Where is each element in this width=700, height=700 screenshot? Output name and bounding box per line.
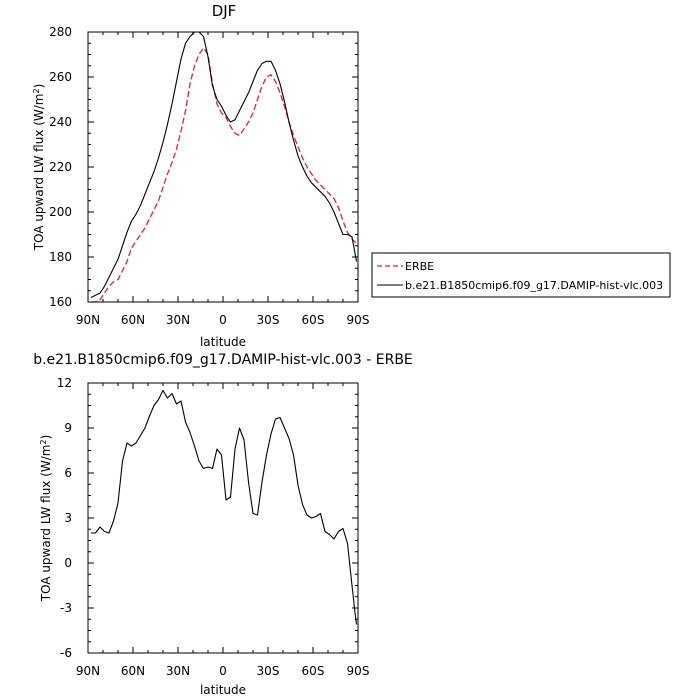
- y-axis-label: TOA upward LW flux (W/m2): [39, 435, 53, 603]
- legend-box: [371, 252, 671, 298]
- x-tick-label: 60N: [121, 313, 145, 327]
- y-axis-label-superscript: 2: [32, 88, 41, 93]
- x-axis-label: latitude: [200, 683, 246, 697]
- x-tick-label: 60N: [121, 664, 145, 678]
- y-axis-label-main: TOA upward LW flux (W/m: [32, 94, 46, 252]
- y-tick-label: 280: [49, 25, 72, 39]
- y-axis-label-tail: ): [39, 435, 53, 440]
- series-layer: [90, 31, 358, 303]
- series-line-erbe: [91, 47, 357, 303]
- y-axis-label: TOA upward LW flux (W/m2): [32, 84, 46, 252]
- y-tick-label: 180: [49, 250, 72, 264]
- x-tick-label: 30N: [166, 664, 190, 678]
- y-tick-label: 3: [64, 511, 72, 525]
- series-line-difference: [91, 389, 358, 625]
- y-tick-label: 240: [49, 115, 72, 129]
- y-tick-label: 200: [49, 205, 72, 219]
- tick-layer: 90N 60N 30N 0 30S 60S 90S -6 -3 0 3 6 9 12: [57, 376, 370, 678]
- x-axis-label: latitude: [200, 335, 246, 349]
- x-tick-label: 30N: [166, 313, 190, 327]
- y-tick-label: -3: [60, 601, 72, 615]
- series-line-b-e21-b1850cmip6-f09-g17-damip-hist-vlc-003: [90, 31, 358, 298]
- legend: ERBE b.e21.B1850cmip6.f09_g17.DAMIP-hist…: [371, 252, 671, 298]
- x-tick-label: 60S: [302, 313, 325, 327]
- y-tick-label: 6: [64, 466, 72, 480]
- y-tick-label: 220: [49, 160, 72, 174]
- x-tick-label: 90N: [76, 313, 100, 327]
- x-tick-label: 60S: [302, 664, 325, 678]
- x-tick-label: 0: [219, 664, 227, 678]
- y-axis-label-main: TOA upward LW flux (W/m: [39, 445, 53, 603]
- x-tick-label: 0: [219, 313, 227, 327]
- y-tick-label: -6: [60, 646, 72, 660]
- y-tick-label: 12: [57, 376, 72, 390]
- difference-panel: b.e21.B1850cmip6.f09_g17.DAMIP-hist-vlc.…: [33, 352, 413, 697]
- chart-title-djf: DJF: [212, 2, 237, 20]
- climatology-panel: DJF 90N 60N 30N 0 30S 60S 90S 160 180 200 220 240 26…: [32, 2, 671, 349]
- x-tick-label: 90S: [347, 664, 370, 678]
- legend-label-erbe: ERBE: [405, 260, 434, 273]
- y-tick-label: 9: [64, 421, 72, 435]
- y-tick-label: 160: [49, 295, 72, 309]
- y-tick-label: 0: [64, 556, 72, 570]
- plot-frame: [87, 382, 359, 654]
- x-tick-label: 90S: [347, 313, 370, 327]
- y-tick-label: 260: [49, 70, 72, 84]
- y-axis-label-superscript: 2: [39, 439, 48, 444]
- x-tick-label: 30S: [257, 664, 280, 678]
- x-tick-label: 90N: [76, 664, 100, 678]
- series-layer: [91, 389, 358, 625]
- chart-title-difference: b.e21.B1850cmip6.f09_g17.DAMIP-hist-vlc.…: [33, 352, 413, 368]
- legend-label-model: b.e21.B1850cmip6.f09_g17.DAMIP-hist-vlc.…: [405, 279, 663, 292]
- tick-layer: 90N 60N 30N 0 30S 60S 90S 160 180 200 220 240 260 280: [49, 25, 369, 327]
- plot-frame: [87, 31, 359, 303]
- x-tick-label: 30S: [257, 313, 280, 327]
- y-axis-label-tail: ): [32, 84, 46, 89]
